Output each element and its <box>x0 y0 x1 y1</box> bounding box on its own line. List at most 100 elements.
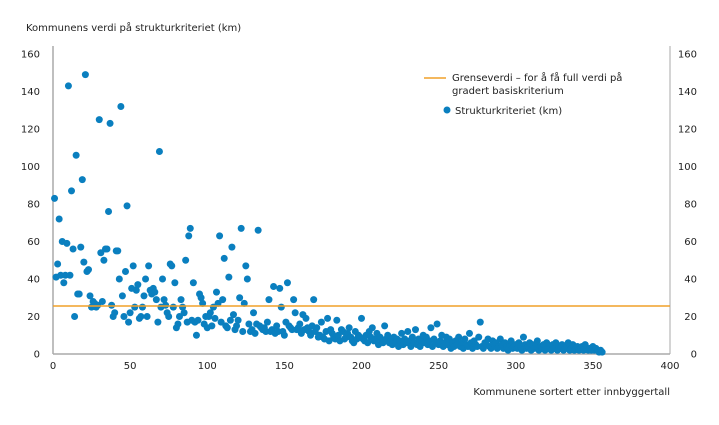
legend-threshold-label: Grenseverdi – for å få full verdi på grad… <box>452 71 622 97</box>
data-point <box>214 299 222 307</box>
data-point <box>245 320 253 328</box>
data-point <box>496 335 504 343</box>
data-point <box>250 309 258 317</box>
data-point <box>100 256 108 264</box>
data-point <box>302 314 310 322</box>
y-tick-label-left: 120 <box>21 125 40 136</box>
data-point <box>55 215 63 223</box>
legend-points-label: Strukturkriteriet (km) <box>455 106 562 117</box>
x-tick-label: 100 <box>198 361 217 372</box>
data-point <box>126 309 134 317</box>
data-point <box>115 275 123 283</box>
data-point <box>171 279 179 287</box>
data-point <box>174 320 182 328</box>
data-point <box>211 314 219 322</box>
y-tick-label-left: 60 <box>27 237 40 248</box>
data-point <box>219 296 227 304</box>
data-point <box>229 311 237 319</box>
data-point <box>80 258 88 266</box>
data-point <box>81 71 89 79</box>
data-point <box>54 260 62 268</box>
data-point <box>265 296 273 304</box>
y-tick-label-right: 120 <box>678 125 697 136</box>
data-point <box>72 151 80 159</box>
data-point <box>134 281 142 289</box>
data-point <box>368 324 376 332</box>
data-point <box>216 232 224 240</box>
data-point <box>159 275 167 283</box>
data-point <box>137 313 145 320</box>
data-point <box>154 318 162 326</box>
y-tick-label-right: 140 <box>678 87 697 98</box>
data-point <box>398 329 406 337</box>
data-point <box>123 202 131 210</box>
data-point <box>98 298 106 305</box>
data-point <box>358 314 365 322</box>
data-point <box>86 292 94 300</box>
y-tick-label-right: 80 <box>684 200 697 211</box>
x-tick-label: 200 <box>352 361 371 372</box>
x-axis-title: Kommunene sortert etter innbyggertall <box>473 387 670 398</box>
data-point <box>165 313 173 320</box>
data-point <box>223 324 231 332</box>
data-point <box>381 322 389 330</box>
data-point <box>217 318 225 326</box>
data-point <box>197 294 205 302</box>
data-point <box>276 284 284 292</box>
data-point <box>461 335 469 343</box>
data-point <box>206 309 214 317</box>
y-tick-label-right: 100 <box>678 162 697 173</box>
data-point <box>240 299 248 307</box>
data-point <box>239 328 247 335</box>
data-point <box>277 303 285 311</box>
y-tick-label-right: 160 <box>678 50 697 61</box>
data-point <box>507 337 515 345</box>
y-tick-label-right: 0 <box>691 350 697 361</box>
x-tick-label: 300 <box>506 361 525 372</box>
data-point <box>175 313 183 320</box>
data-point <box>475 333 483 341</box>
data-point <box>114 247 122 255</box>
data-point <box>411 326 419 334</box>
data-point <box>598 348 606 356</box>
data-point <box>307 331 315 339</box>
data-point <box>180 309 188 317</box>
data-point <box>404 328 412 335</box>
data-point <box>68 187 76 195</box>
data-point <box>213 288 221 296</box>
data-point <box>519 333 527 341</box>
data-point <box>152 296 160 304</box>
data-point <box>60 279 68 287</box>
data-point <box>433 320 441 328</box>
data-point <box>313 324 321 332</box>
data-point <box>234 316 242 324</box>
data-point <box>228 243 236 251</box>
data-point <box>225 273 233 281</box>
data-point <box>155 148 163 155</box>
data-point <box>142 275 150 283</box>
y-tick-label-left: 140 <box>21 87 40 98</box>
data-point <box>273 322 281 330</box>
data-point <box>78 176 86 184</box>
data-point <box>145 262 153 270</box>
y-tick-label-left: 20 <box>27 312 40 323</box>
data-point <box>185 232 193 240</box>
y-axis-title: Kommunens verdi på strukturkriteriet (km… <box>26 21 241 34</box>
x-tick-label: 250 <box>429 361 448 372</box>
y-tick-label-left: 160 <box>21 50 40 61</box>
data-point <box>280 331 288 339</box>
data-point <box>455 333 463 341</box>
data-point <box>226 316 234 324</box>
x-tick-label: 0 <box>50 361 56 372</box>
data-point <box>408 333 416 341</box>
y-tick-label-right: 40 <box>684 275 697 286</box>
data-point <box>345 324 353 332</box>
data-point <box>182 256 190 264</box>
data-point <box>242 262 250 270</box>
data-point <box>334 331 342 339</box>
data-point <box>63 239 71 247</box>
data-point <box>129 262 137 270</box>
data-point <box>208 322 216 330</box>
data-point <box>106 119 114 127</box>
legend-points-swatch <box>443 106 451 114</box>
